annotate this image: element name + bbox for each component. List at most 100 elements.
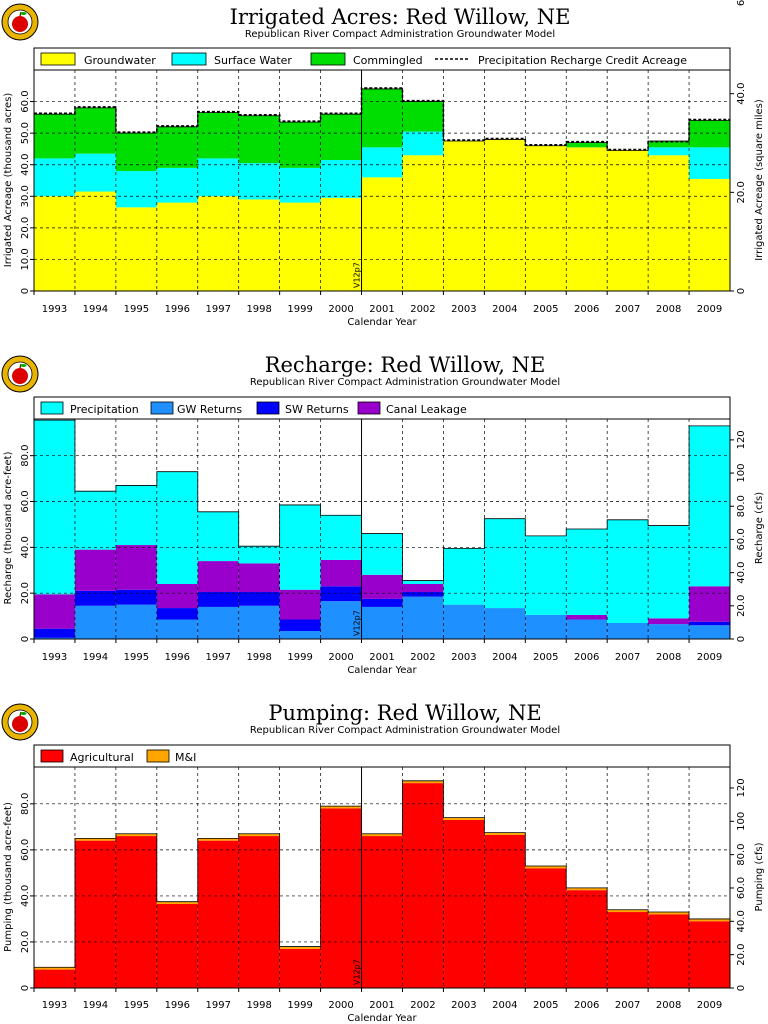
bar-sw-returns	[279, 619, 321, 631]
legend-box	[33, 744, 731, 768]
bar-surface-water	[279, 167, 321, 203]
bar-canal-leakage	[34, 594, 75, 629]
x-tick-label: 1999	[287, 304, 312, 315]
x-tick-label: 2006	[574, 652, 599, 663]
plot-area: 0 20.0 40.0 60.0 80.0 0 20.0 40.0 60.0 80.0 100 120…	[20, 767, 747, 1011]
legend-label-sw-returns: SW Returns	[285, 403, 349, 416]
x-tick-label: 2003	[451, 652, 476, 663]
x-tick-label: 1997	[206, 1000, 231, 1011]
bar-canal-leakage	[566, 614, 608, 620]
x-tick-label: 1996	[165, 652, 190, 663]
chart-subtitle: Republican River Compact Administration …	[245, 29, 555, 40]
bar-agricultural	[361, 836, 403, 988]
bar-gw-returns	[607, 622, 649, 639]
y-axis-label: Pumping (thousand acre-feet)	[3, 802, 14, 952]
y-tick-label: 0	[20, 636, 31, 642]
bar-gw-returns	[566, 619, 608, 639]
bar-agricultural	[279, 948, 321, 988]
bar-gw-returns	[34, 637, 75, 639]
plot-frame	[33, 69, 731, 292]
y2-axis-label: Recharge (cfs)	[754, 492, 765, 564]
y-tick-label: 40.0	[20, 154, 31, 176]
bar-mi	[689, 918, 730, 922]
bar-canal-leakage	[74, 549, 116, 591]
bar-agricultural	[156, 903, 198, 988]
x-tick-label: 2008	[656, 1000, 681, 1011]
irrigated-acres-panel: Irrigated Acres: Red Willow, NE Republic…	[1, 0, 765, 328]
y2-tick-label: 40.0	[736, 83, 747, 105]
x-tick-label: 1993	[42, 304, 67, 315]
bar-sw-returns	[34, 628, 75, 638]
bar-precipitation	[197, 511, 239, 562]
y2-tick-label: 80.0	[736, 495, 747, 517]
bar-agricultural	[115, 836, 157, 988]
bar-surface-water	[115, 171, 157, 208]
x-tick-label: 2009	[697, 304, 722, 315]
bar-commingled	[74, 107, 116, 154]
bar-surface-water	[689, 147, 730, 179]
bar-gw-returns	[648, 624, 690, 639]
bar-gw-returns	[361, 606, 403, 639]
bar-mi	[402, 780, 444, 784]
model-version-label: V12p7	[353, 959, 362, 985]
y-axis-label: Irrigated Acreage (thousand acres)	[3, 93, 14, 268]
y-tick-label: 60.0	[20, 90, 31, 112]
bar-canal-leakage	[648, 618, 690, 625]
y-tick-label: 10.0	[20, 248, 31, 270]
legend-label-gw-returns: GW Returns	[177, 403, 242, 416]
x-tick-label: 2001	[369, 652, 394, 663]
bar-groundwater	[484, 139, 526, 291]
bar-agricultural	[689, 921, 730, 988]
legend-label-surface-water: Surface Water	[214, 54, 292, 67]
bar-sw-returns	[320, 586, 362, 602]
bar-gw-returns	[402, 596, 444, 639]
bar-commingled	[197, 112, 239, 159]
x-tick-label: 2007	[615, 1000, 640, 1011]
x-tick-label: 2005	[533, 304, 558, 315]
x-tick-label: 2007	[615, 652, 640, 663]
y2-tick-label: 40.0	[736, 910, 747, 932]
y-tick-label: 80.0	[20, 445, 31, 467]
bar-precipitation	[648, 525, 690, 619]
x-tick-label: 2000	[328, 304, 353, 315]
bar-surface-water	[197, 158, 239, 197]
x-tick-label: 1996	[165, 304, 190, 315]
legend-swatch-precipitation	[40, 401, 64, 415]
bar-mi	[34, 967, 75, 970]
bar-gw-returns	[74, 605, 116, 639]
bar-canal-leakage	[402, 584, 444, 593]
bar-agricultural	[525, 868, 567, 988]
legend-swatch-commingled	[310, 52, 346, 66]
bar-canal-leakage	[320, 559, 362, 587]
bar-commingled	[566, 142, 608, 148]
bar-mi	[156, 901, 198, 904]
bar-mi	[74, 838, 116, 841]
y-tick-label: 40.0	[20, 536, 31, 558]
bar-precipitation	[402, 580, 444, 584]
x-tick-label: 2003	[451, 1000, 476, 1011]
logo-icon	[1, 703, 39, 741]
x-tick-label: 2001	[369, 1000, 394, 1011]
bar-groundwater	[525, 145, 567, 291]
chart-title: Recharge: Red Willow, NE	[265, 353, 546, 377]
x-tick-label: 1995	[124, 1000, 149, 1011]
bar-precipitation	[238, 546, 280, 564]
bar-groundwater	[320, 197, 362, 291]
bar-commingled	[238, 115, 280, 164]
bar-groundwater	[115, 207, 157, 291]
legend-swatch-surface-water	[171, 52, 207, 66]
x-tick-label: 2006	[574, 1000, 599, 1011]
x-tick-label: 1994	[83, 304, 108, 315]
legend-label-mi: M&I	[175, 751, 196, 764]
stack-outline	[34, 419, 730, 581]
model-version-label: V12p7	[353, 610, 362, 636]
y-tick-label: 50.0	[20, 122, 31, 144]
bar-mi	[443, 817, 485, 820]
bar-groundwater	[402, 155, 444, 291]
x-tick-label: 1994	[83, 1000, 108, 1011]
stack-outline	[34, 780, 730, 968]
bar-agricultural	[74, 840, 116, 988]
x-tick-label: 2006	[574, 304, 599, 315]
x-tick-label: 1998	[246, 1000, 271, 1011]
